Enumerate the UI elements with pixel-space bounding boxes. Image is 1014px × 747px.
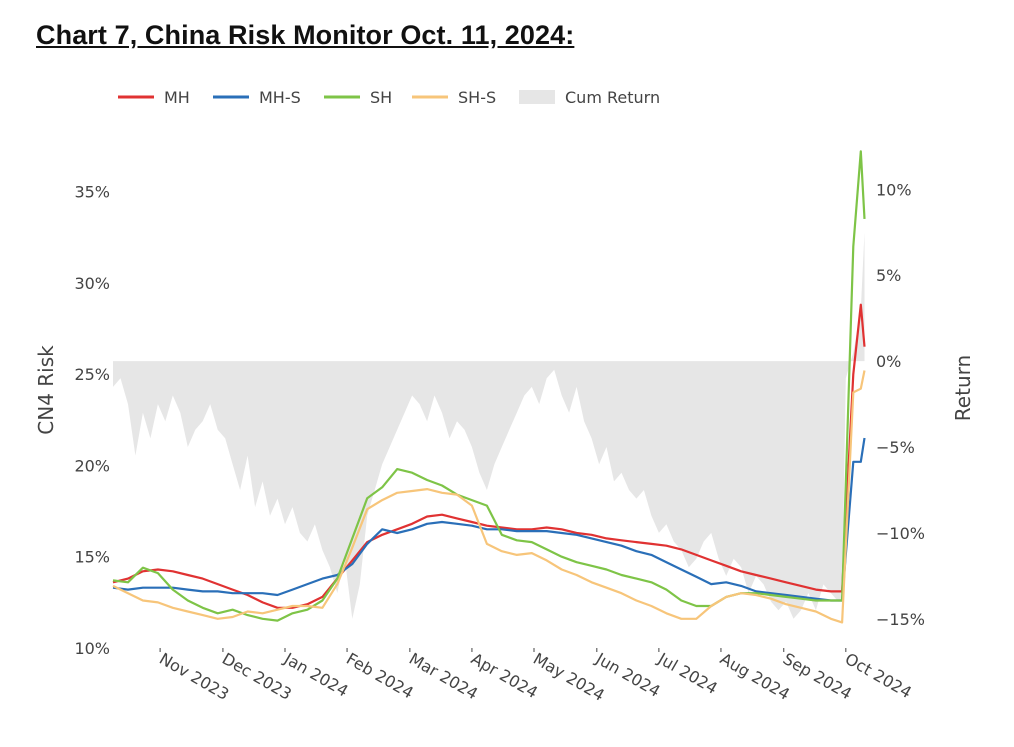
series-line-sh-s xyxy=(112,370,866,624)
y-tick-left: 20% xyxy=(74,456,110,475)
y-tick-left: 25% xyxy=(74,365,110,384)
legend-label: SH xyxy=(370,88,392,107)
y-tick-left: 15% xyxy=(74,548,110,567)
legend-item-mh-s: MH-S xyxy=(213,88,301,107)
x-tick-label: Oct 2024 xyxy=(842,649,915,702)
legend: MH MH-S SH SH-S Cum Return xyxy=(118,88,660,107)
legend-label: Cum Return xyxy=(565,88,660,107)
y-tick-left: 30% xyxy=(74,274,110,293)
y-tick-right: −15% xyxy=(876,610,925,629)
x-tick-label: Apr 2024 xyxy=(468,649,541,702)
x-tick-label: May 2024 xyxy=(530,649,608,705)
x-tick-label: Feb 2024 xyxy=(343,649,417,703)
y-tick-left: 35% xyxy=(74,183,110,202)
x-tick-label: Nov 2023 xyxy=(156,649,232,704)
y-axis-left: 10% 15% 20% 25% 30% 35% xyxy=(74,183,110,658)
y-tick-left: 10% xyxy=(74,639,110,658)
y-axis-title-left: CN4 Risk xyxy=(34,345,58,435)
legend-item-cum-return: Cum Return xyxy=(519,88,660,107)
series-area-cum-return xyxy=(113,232,865,619)
cum-return-area-layer xyxy=(113,232,865,619)
x-tick-label: Sep 2024 xyxy=(780,649,855,703)
y-tick-right: −5% xyxy=(876,438,915,457)
y-tick-right: 0% xyxy=(876,352,901,371)
legend-item-mh: MH xyxy=(118,88,190,107)
chart-title: Chart 7, China Risk Monitor Oct. 11, 202… xyxy=(36,20,575,50)
series-line-mh-s xyxy=(112,437,866,602)
series-lines-layer xyxy=(112,150,866,624)
legend-label: MH xyxy=(164,88,190,107)
legend-swatch xyxy=(519,90,555,104)
legend-label: MH-S xyxy=(259,88,301,107)
x-tick-label: Jul 2024 xyxy=(654,649,721,699)
y-tick-right: 10% xyxy=(876,180,912,199)
legend-item-sh: SH xyxy=(324,88,392,107)
x-tick-label: Dec 2023 xyxy=(219,649,295,704)
y-tick-right: 5% xyxy=(876,266,901,285)
y-axis-title-right: Return xyxy=(951,355,975,421)
legend-item-sh-s: SH-S xyxy=(412,88,496,107)
legend-label: SH-S xyxy=(458,88,496,107)
x-tick-label: Mar 2024 xyxy=(406,649,481,703)
x-tick-label: Aug 2024 xyxy=(717,649,793,704)
y-tick-right: −10% xyxy=(876,524,925,543)
y-axis-right: −15% −10% −5% 0% 5% 10% xyxy=(876,180,925,628)
